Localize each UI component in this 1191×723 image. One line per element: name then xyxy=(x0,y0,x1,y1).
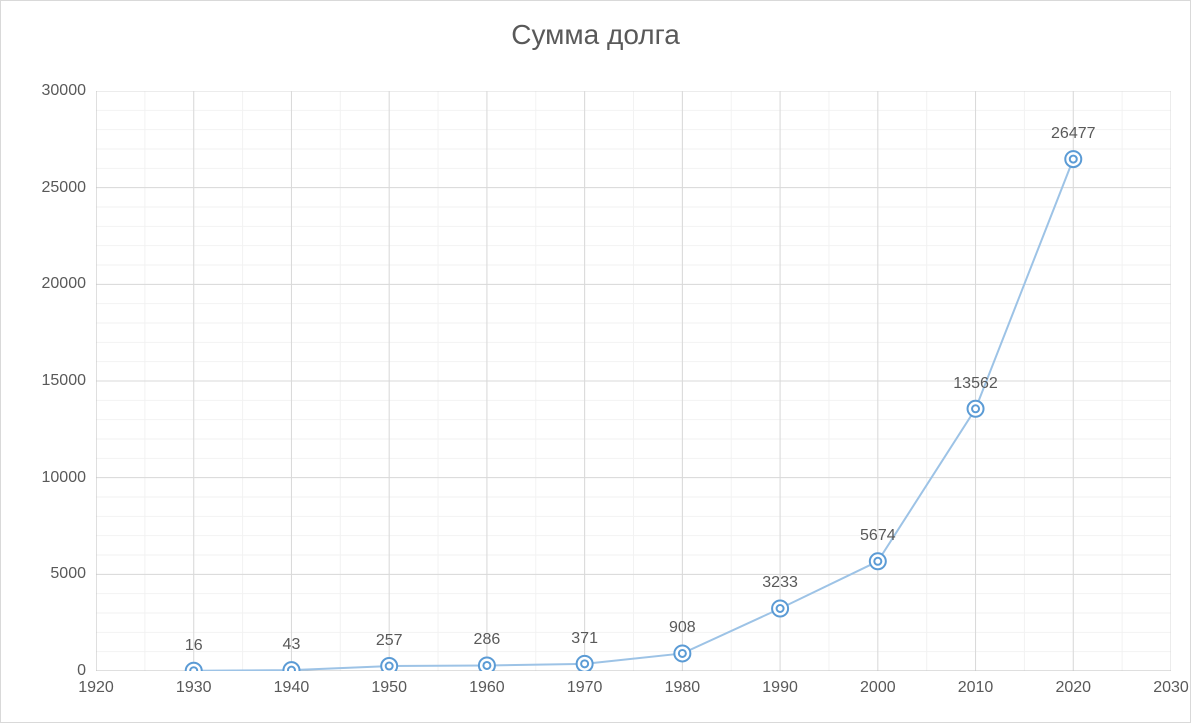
data-point-label: 26477 xyxy=(1051,125,1096,143)
x-axis-tick-label: 1940 xyxy=(274,679,310,697)
data-marker-inner xyxy=(679,650,686,657)
x-axis-tick-label: 2030 xyxy=(1153,679,1189,697)
x-axis-tick-label: 1990 xyxy=(762,679,798,697)
y-axis-tick-label: 25000 xyxy=(42,179,87,197)
x-axis-tick-label: 2000 xyxy=(860,679,896,697)
x-axis-tick-label: 1970 xyxy=(567,679,603,697)
data-point-label: 43 xyxy=(283,636,301,654)
chart-title: Сумма долга xyxy=(1,19,1190,51)
y-axis-tick-label: 0 xyxy=(77,662,86,680)
x-axis-tick-label: 1980 xyxy=(665,679,701,697)
data-marker-inner xyxy=(777,605,784,612)
data-point-label: 908 xyxy=(669,619,696,637)
x-axis-tick-label: 1960 xyxy=(469,679,505,697)
data-point-label: 3233 xyxy=(762,574,798,592)
data-marker-inner xyxy=(483,662,490,669)
y-axis-tick-label: 10000 xyxy=(42,469,87,487)
y-axis-tick-label: 30000 xyxy=(42,82,87,100)
chart-svg xyxy=(96,91,1171,671)
chart-container: Сумма долга 1920 1930 1940 1950 1960 1970 1980… xyxy=(0,0,1191,723)
data-marker-inner xyxy=(386,663,393,670)
y-axis-tick-label: 20000 xyxy=(42,275,87,293)
data-point-label: 257 xyxy=(376,632,403,650)
y-axis-tick-label: 15000 xyxy=(42,372,87,390)
data-marker-inner xyxy=(1070,156,1077,163)
data-point-label: 16 xyxy=(185,637,203,655)
y-axis-tick-label: 5000 xyxy=(50,565,86,583)
data-point-label: 13562 xyxy=(953,375,998,393)
data-marker-inner xyxy=(581,660,588,667)
x-axis-tick-label: 2010 xyxy=(958,679,994,697)
data-point-label: 371 xyxy=(571,630,598,648)
x-axis-tick-label: 1950 xyxy=(371,679,407,697)
data-point-label: 5674 xyxy=(860,527,896,545)
data-marker-inner xyxy=(190,667,197,671)
x-axis-tick-label: 1930 xyxy=(176,679,212,697)
data-marker-inner xyxy=(288,667,295,671)
x-axis-tick-label: 2020 xyxy=(1055,679,1091,697)
data-marker-inner xyxy=(972,405,979,412)
plot-area xyxy=(96,91,1171,671)
x-axis-tick-label: 1920 xyxy=(78,679,114,697)
data-point-label: 286 xyxy=(474,631,501,649)
data-marker-inner xyxy=(874,558,881,565)
